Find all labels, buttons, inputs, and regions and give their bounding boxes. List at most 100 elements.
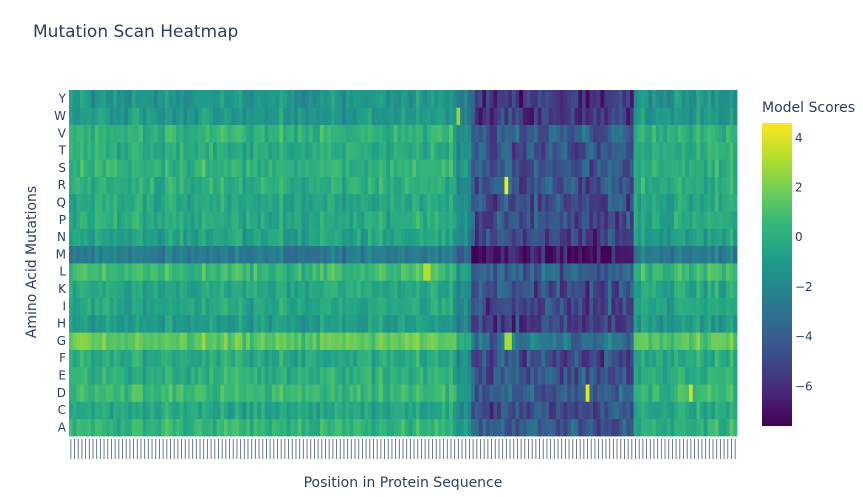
heatmap-cell	[205, 90, 210, 108]
heatmap-cell	[231, 314, 236, 333]
heatmap-cell	[515, 297, 520, 316]
heatmap-cell	[190, 366, 195, 385]
heatmap-cell	[596, 211, 601, 229]
heatmap-cell	[423, 263, 428, 281]
heatmap-cell	[463, 159, 468, 177]
heatmap-cell	[415, 384, 421, 402]
heatmap-cell	[69, 349, 74, 368]
heatmap-cell	[574, 384, 579, 402]
heatmap-cell	[331, 418, 336, 437]
heatmap-cell	[338, 176, 343, 195]
heatmap-cell	[331, 332, 336, 350]
heatmap-cell	[718, 193, 723, 212]
heatmap-cell	[626, 401, 631, 420]
heatmap-cell	[319, 401, 325, 420]
heatmap-cell	[703, 314, 708, 333]
heatmap-cell	[563, 384, 568, 402]
heatmap-cell	[76, 211, 81, 229]
heatmap-cell	[607, 107, 612, 125]
heatmap-cell	[349, 401, 354, 420]
heatmap-cell	[312, 384, 317, 402]
heatmap-cell	[356, 141, 361, 160]
heatmap-cell	[530, 332, 535, 350]
heatmap-cell	[733, 263, 738, 281]
heatmap-cell	[187, 211, 192, 229]
heatmap-cell	[607, 211, 612, 229]
heatmap-cell	[600, 418, 605, 437]
heatmap-cell	[105, 124, 110, 143]
heatmap-cell	[297, 245, 302, 264]
heatmap-cell	[696, 159, 701, 177]
heatmap-cell	[545, 314, 550, 333]
heatmap-cell	[567, 90, 572, 108]
heatmap-cell	[445, 176, 450, 195]
heatmap-cell	[559, 384, 564, 402]
heatmap-cell	[615, 384, 620, 402]
heatmap-cell	[371, 297, 376, 316]
heatmap-cell	[700, 141, 705, 160]
heatmap-cell	[364, 193, 369, 212]
heatmap-cell	[113, 349, 118, 368]
heatmap-cell	[548, 366, 553, 385]
heatmap-cell	[574, 124, 579, 143]
heatmap-cell	[478, 245, 483, 264]
heatmap-cell	[102, 124, 107, 143]
heatmap-cell	[604, 124, 609, 143]
heatmap-cell	[139, 297, 144, 316]
heatmap-cell	[69, 211, 74, 229]
heatmap-cell	[604, 263, 609, 281]
heatmap-cell	[275, 159, 280, 177]
heatmap-cell	[725, 349, 731, 368]
heatmap-cell	[201, 124, 206, 143]
heatmap-cell	[537, 280, 542, 298]
heatmap-cell	[131, 366, 136, 385]
heatmap-cell	[567, 124, 572, 143]
heatmap-cell	[563, 314, 568, 333]
heatmap-cell	[109, 124, 114, 143]
heatmap-cell	[275, 366, 280, 385]
heatmap-cell	[338, 384, 343, 402]
heatmap-cell	[390, 314, 395, 333]
heatmap-cell	[172, 159, 177, 177]
heatmap-cell	[563, 107, 568, 125]
heatmap-cell	[482, 124, 487, 143]
heatmap-cell	[179, 141, 184, 160]
heatmap-cell	[353, 107, 358, 125]
heatmap-cell	[401, 141, 406, 160]
heatmap-cell	[209, 107, 214, 125]
heatmap-cell	[655, 384, 660, 402]
heatmap-cell	[534, 297, 539, 316]
heatmap-cell	[622, 418, 627, 437]
heatmap-cell	[220, 141, 225, 160]
heatmap-cell	[581, 90, 587, 108]
heatmap-cell	[537, 228, 542, 247]
heatmap-cell	[629, 366, 635, 385]
heatmap-cell	[142, 176, 147, 195]
heatmap-cell	[308, 141, 313, 160]
heatmap-cell	[176, 245, 181, 264]
heatmap-cell	[198, 280, 203, 298]
heatmap-cell	[530, 401, 535, 420]
heatmap-cell	[415, 314, 421, 333]
heatmap-cell	[596, 141, 601, 160]
heatmap-cell	[124, 349, 129, 368]
heatmap-cell	[659, 245, 664, 264]
heatmap-cell	[441, 314, 446, 333]
heatmap-cell	[401, 107, 406, 125]
heatmap-cell	[131, 245, 136, 264]
heatmap-cell	[548, 124, 553, 143]
heatmap-cell	[526, 263, 531, 281]
heatmap-cell	[438, 263, 443, 281]
heatmap-cell	[408, 349, 413, 368]
heatmap-cell	[419, 141, 424, 160]
heatmap-cell	[209, 349, 214, 368]
heatmap-cell	[153, 263, 158, 281]
heatmap-cell	[460, 159, 465, 177]
heatmap-cell	[504, 245, 509, 264]
heatmap-cell	[146, 280, 151, 298]
heatmap-cell	[331, 314, 336, 333]
heatmap-cell	[663, 280, 668, 298]
heatmap-cell	[183, 332, 188, 350]
heatmap-cell	[91, 141, 96, 160]
heatmap-cell	[445, 314, 450, 333]
